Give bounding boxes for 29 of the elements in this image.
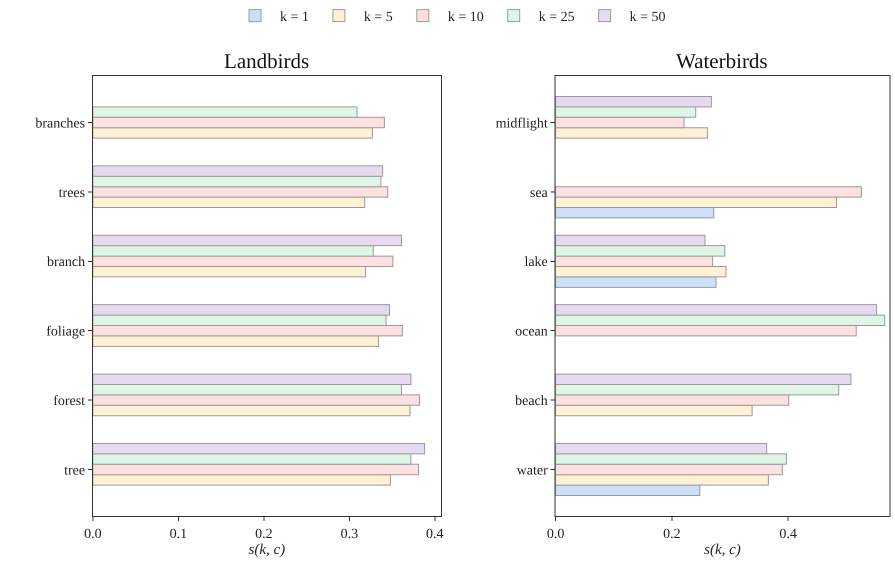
y-tick-label: ocean xyxy=(515,324,548,340)
x-tick-label: 0.4 xyxy=(779,526,797,542)
x-tick-label: 0.3 xyxy=(340,526,358,542)
y-tick-label: branches xyxy=(35,116,86,132)
x-tick-label: 0.1 xyxy=(170,526,188,542)
y-tick-label: beach xyxy=(515,394,548,409)
x-tick-label: 0.2 xyxy=(663,526,681,542)
y-tick-label: water xyxy=(516,463,548,478)
y-tick-label: forest xyxy=(53,394,86,409)
x-tick-label: 0.2 xyxy=(255,526,273,542)
x-tick-label: 0.0 xyxy=(84,526,102,542)
y-tick-label: midflight xyxy=(496,116,548,132)
legend-label: k = 50 xyxy=(630,10,666,26)
x-tick-label: 0.0 xyxy=(546,526,564,542)
x-axis-title: s(k, c) xyxy=(704,542,741,558)
y-tick-label: tree xyxy=(64,463,86,478)
y-tick-label: trees xyxy=(58,186,86,201)
chart-title: Landbirds xyxy=(224,49,310,73)
legend-label: k = 1 xyxy=(280,10,309,26)
legend-label: k = 25 xyxy=(538,10,575,26)
x-tick-label: 0.4 xyxy=(426,526,444,542)
x-axis-title: s(k, c) xyxy=(248,542,286,558)
chart-title: Waterbirds xyxy=(676,49,768,73)
y-tick-label: lake xyxy=(524,255,548,270)
y-tick-label: foliage xyxy=(46,324,86,340)
y-tick-label: branch xyxy=(46,255,86,270)
legend-label: k = 10 xyxy=(448,10,484,26)
y-tick-label: sea xyxy=(530,186,549,201)
legend-label: k = 5 xyxy=(364,10,393,26)
